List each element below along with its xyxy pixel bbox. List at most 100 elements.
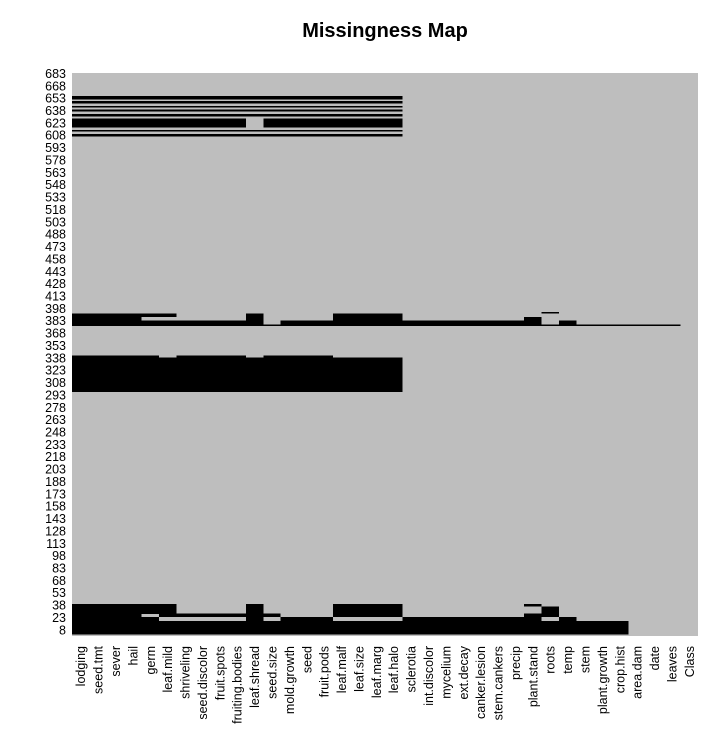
missing-block	[72, 118, 177, 128]
y-tick-label: 488	[45, 228, 66, 242]
x-tick-label: crop.hist	[613, 645, 627, 693]
missing-block	[72, 357, 403, 393]
missing-block	[176, 118, 246, 128]
y-tick-label: 518	[45, 203, 66, 217]
y-tick-label: 473	[45, 240, 66, 254]
x-tick-label: lodging	[74, 646, 88, 686]
x-tick-label: fruiting.bodies	[231, 646, 245, 724]
x-tick-label: seed	[300, 646, 314, 673]
y-tick-label: 413	[45, 289, 66, 303]
x-tick-label: leaves	[665, 646, 679, 682]
missing-block	[524, 613, 559, 618]
y-tick-label: 668	[45, 79, 66, 93]
missing-block	[402, 617, 542, 622]
x-tick-label: int.discolor	[422, 646, 436, 706]
y-tick-label: 113	[46, 537, 66, 551]
missing-block	[158, 613, 281, 618]
y-tick-label: 248	[45, 425, 66, 439]
y-tick-label: 563	[45, 166, 66, 180]
y-tick-label: 233	[45, 438, 66, 452]
x-tick-label: leaf.malf	[335, 645, 349, 693]
x-tick-label: sclerotia	[405, 646, 419, 693]
missing-block	[524, 603, 542, 607]
y-axis-ticks: 8233853688398113128143158173188203218233…	[45, 67, 66, 637]
missing-block	[72, 324, 681, 327]
missing-block	[72, 613, 142, 618]
x-tick-label: mold.growth	[283, 646, 297, 714]
y-tick-label: 23	[52, 611, 66, 625]
missing-block	[72, 316, 142, 321]
missing-block	[332, 606, 403, 614]
y-tick-label: 683	[45, 67, 66, 81]
y-tick-label: 278	[45, 401, 66, 415]
x-tick-label: precip	[509, 646, 523, 680]
missing-block	[72, 134, 403, 137]
y-tick-label: 548	[45, 178, 66, 192]
x-tick-label: leaf.mild	[161, 646, 175, 693]
missing-block	[72, 606, 177, 614]
missing-block	[245, 617, 264, 622]
y-tick-label: 263	[45, 413, 66, 427]
x-tick-label: stem.cankers	[492, 646, 506, 720]
heatmap-layer	[72, 73, 698, 636]
missing-block	[72, 313, 177, 317]
missing-block	[524, 316, 542, 321]
missing-block	[263, 355, 333, 358]
missing-block	[541, 606, 559, 614]
x-tick-label: hail	[126, 646, 140, 665]
missing-block	[72, 96, 403, 100]
y-tick-label: 623	[45, 116, 66, 130]
x-tick-label: canker.lesion	[474, 646, 488, 719]
x-tick-label: shriveling	[179, 646, 193, 699]
y-tick-label: 398	[45, 302, 66, 316]
x-tick-label: temp	[561, 646, 575, 674]
observed-background	[72, 73, 698, 636]
missing-block	[72, 617, 159, 622]
missing-block	[72, 621, 629, 635]
y-tick-label: 218	[45, 450, 66, 464]
missing-block	[245, 313, 264, 317]
y-tick-label: 338	[45, 351, 66, 365]
y-tick-label: 8	[59, 623, 66, 637]
y-tick-label: 143	[45, 512, 66, 526]
missing-block	[245, 316, 264, 321]
y-tick-label: 323	[45, 364, 66, 378]
x-tick-label: seed.size	[265, 646, 279, 699]
y-tick-label: 458	[45, 252, 66, 266]
x-tick-label: seed.discolor	[196, 646, 210, 720]
x-tick-label: germ	[144, 646, 158, 674]
y-tick-label: 608	[45, 129, 66, 143]
missing-block	[245, 603, 264, 607]
y-tick-label: 503	[45, 215, 66, 229]
y-tick-label: 368	[45, 327, 66, 341]
x-tick-label: fruit.pods	[318, 646, 332, 697]
x-tick-label: leaf.shread	[248, 646, 262, 708]
missing-block	[332, 313, 403, 317]
missing-block	[280, 617, 333, 622]
x-tick-label: plant.stand	[526, 646, 540, 707]
y-tick-label: 593	[45, 141, 66, 155]
y-tick-label: 533	[45, 191, 66, 205]
y-tick-label: 188	[45, 475, 66, 489]
y-tick-label: 653	[45, 92, 66, 106]
y-tick-label: 173	[45, 487, 66, 501]
y-tick-label: 83	[52, 561, 66, 575]
y-tick-label: 53	[52, 586, 66, 600]
x-tick-label: leaf.marg	[370, 646, 384, 698]
y-tick-label: 638	[45, 104, 66, 118]
missing-block	[72, 114, 403, 117]
y-tick-label: 38	[52, 599, 66, 613]
missing-block	[72, 129, 403, 132]
missing-block	[332, 603, 403, 607]
y-tick-label: 68	[52, 574, 66, 588]
x-tick-label: sever	[109, 646, 123, 677]
missing-block	[558, 617, 577, 622]
missing-block	[72, 603, 177, 607]
y-tick-label: 443	[45, 265, 66, 279]
x-tick-label: mycelium	[439, 646, 453, 699]
y-tick-label: 98	[52, 549, 66, 563]
x-tick-label: Class	[683, 646, 697, 677]
y-tick-label: 308	[45, 376, 66, 390]
missing-block	[72, 320, 264, 325]
